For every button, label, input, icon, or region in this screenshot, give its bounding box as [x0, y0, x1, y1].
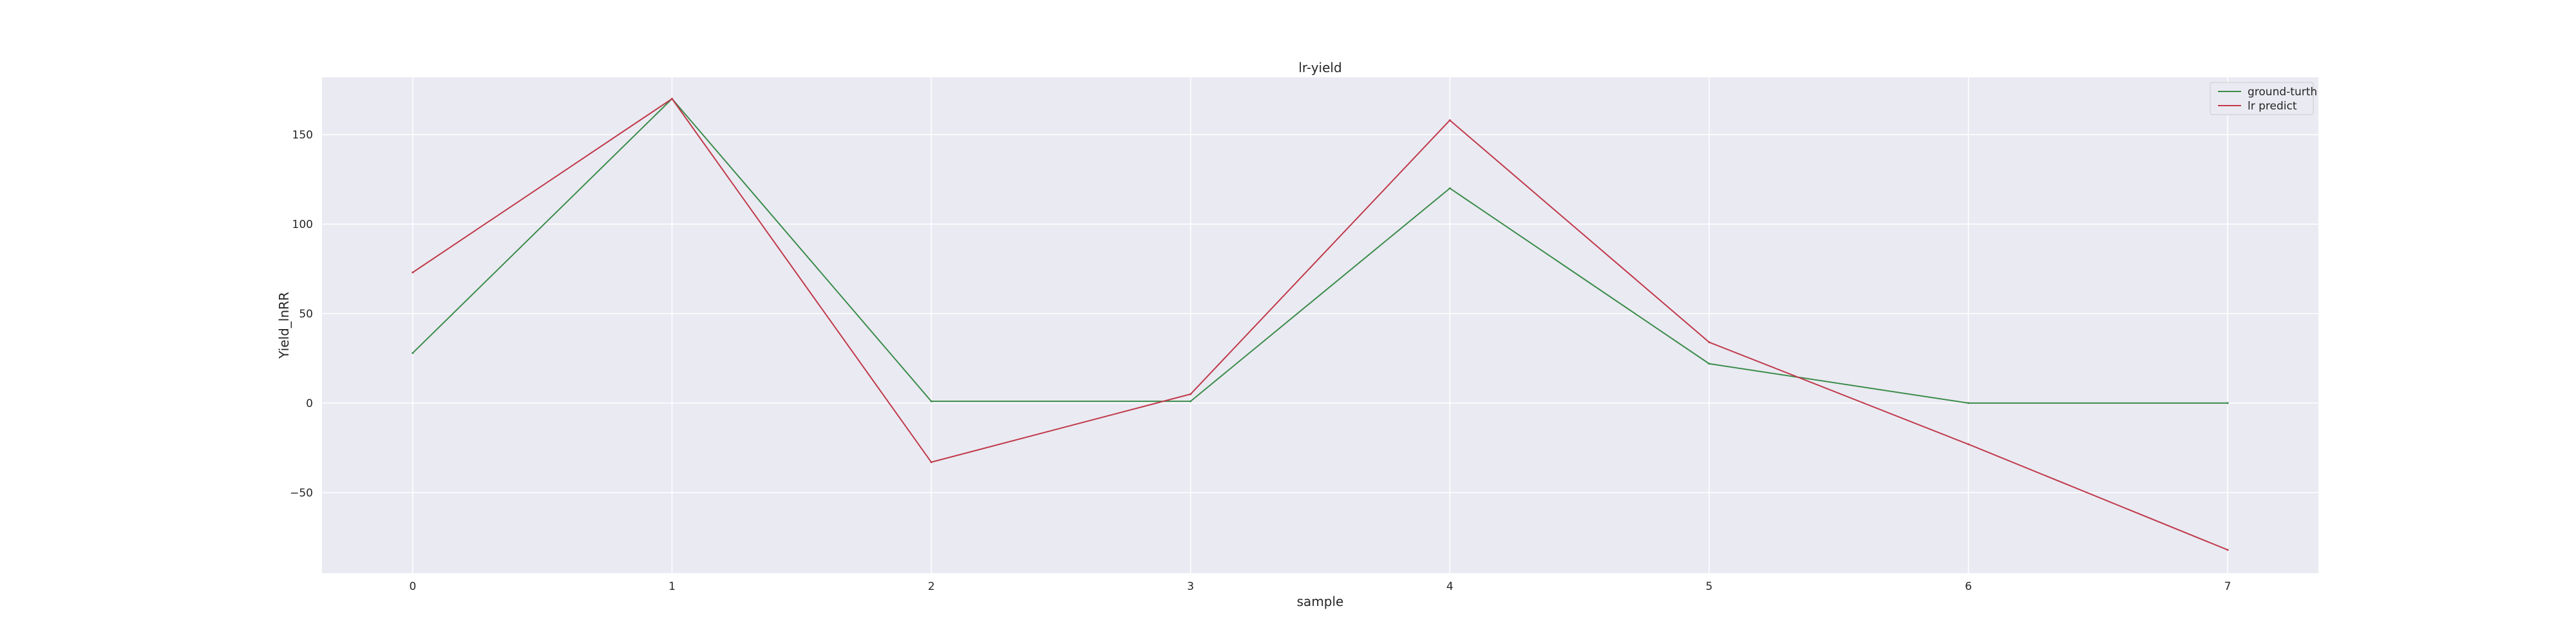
y-tick-label-4: 150 [292, 129, 313, 142]
x-tick-label-2: 2 [928, 580, 935, 593]
data-point-ground-turth-6 [1967, 402, 1969, 404]
plot-area [322, 77, 2318, 573]
data-point-ground-turth-3 [1189, 400, 1192, 402]
y-tick-label-3: 100 [292, 218, 313, 231]
chart-title: lr-yield [1298, 60, 1341, 75]
x-axis-label: sample [1297, 594, 1344, 609]
data-point-ground-turth-7 [2226, 402, 2229, 404]
y-tick-label-0: −50 [290, 487, 313, 500]
data-point-lr-predict-6 [1967, 443, 1969, 446]
series-line-ground-turth [412, 98, 2228, 404]
y-tick-label-1: 0 [306, 397, 313, 410]
data-point-ground-turth-0 [412, 352, 414, 354]
x-tick-label-5: 5 [1705, 580, 1712, 593]
data-point-lr-predict-4 [1448, 119, 1451, 122]
x-tick-labels: 0 1 2 3 4 5 6 7 [409, 580, 2231, 593]
x-tick-label-6: 6 [1965, 580, 1972, 593]
data-point-ground-turth-2 [930, 400, 933, 402]
data-point-lr-predict-1 [671, 97, 674, 100]
y-tick-labels: −50 0 50 100 150 [290, 129, 313, 500]
x-tick-label-4: 4 [1446, 580, 1454, 593]
data-point-ground-turth-4 [1448, 187, 1451, 189]
x-tick-label-3: 3 [1187, 580, 1194, 593]
series-line-lr-predict [412, 98, 2228, 551]
x-tick-label-7: 7 [2224, 580, 2231, 593]
legend-box [2210, 82, 2314, 115]
data-point-lr-predict-5 [1708, 341, 1710, 343]
legend-label-ground-turth: ground-turth [2248, 86, 2317, 99]
x-tick-label-0: 0 [409, 580, 416, 593]
data-point-ground-turth-5 [1708, 363, 1710, 365]
data-point-lr-predict-3 [1189, 393, 1192, 395]
data-point-lr-predict-0 [412, 271, 414, 274]
y-tick-label-2: 50 [299, 308, 313, 321]
legend: ground-turth lr predict [2210, 82, 2317, 115]
data-point-lr-predict-7 [2226, 549, 2229, 551]
legend-label-lr-predict: lr predict [2248, 100, 2297, 113]
x-tick-label-1: 1 [668, 580, 676, 593]
series-layer [412, 97, 2229, 551]
y-axis-label: Yield_lnRR [276, 292, 292, 359]
data-point-lr-predict-2 [930, 461, 933, 464]
